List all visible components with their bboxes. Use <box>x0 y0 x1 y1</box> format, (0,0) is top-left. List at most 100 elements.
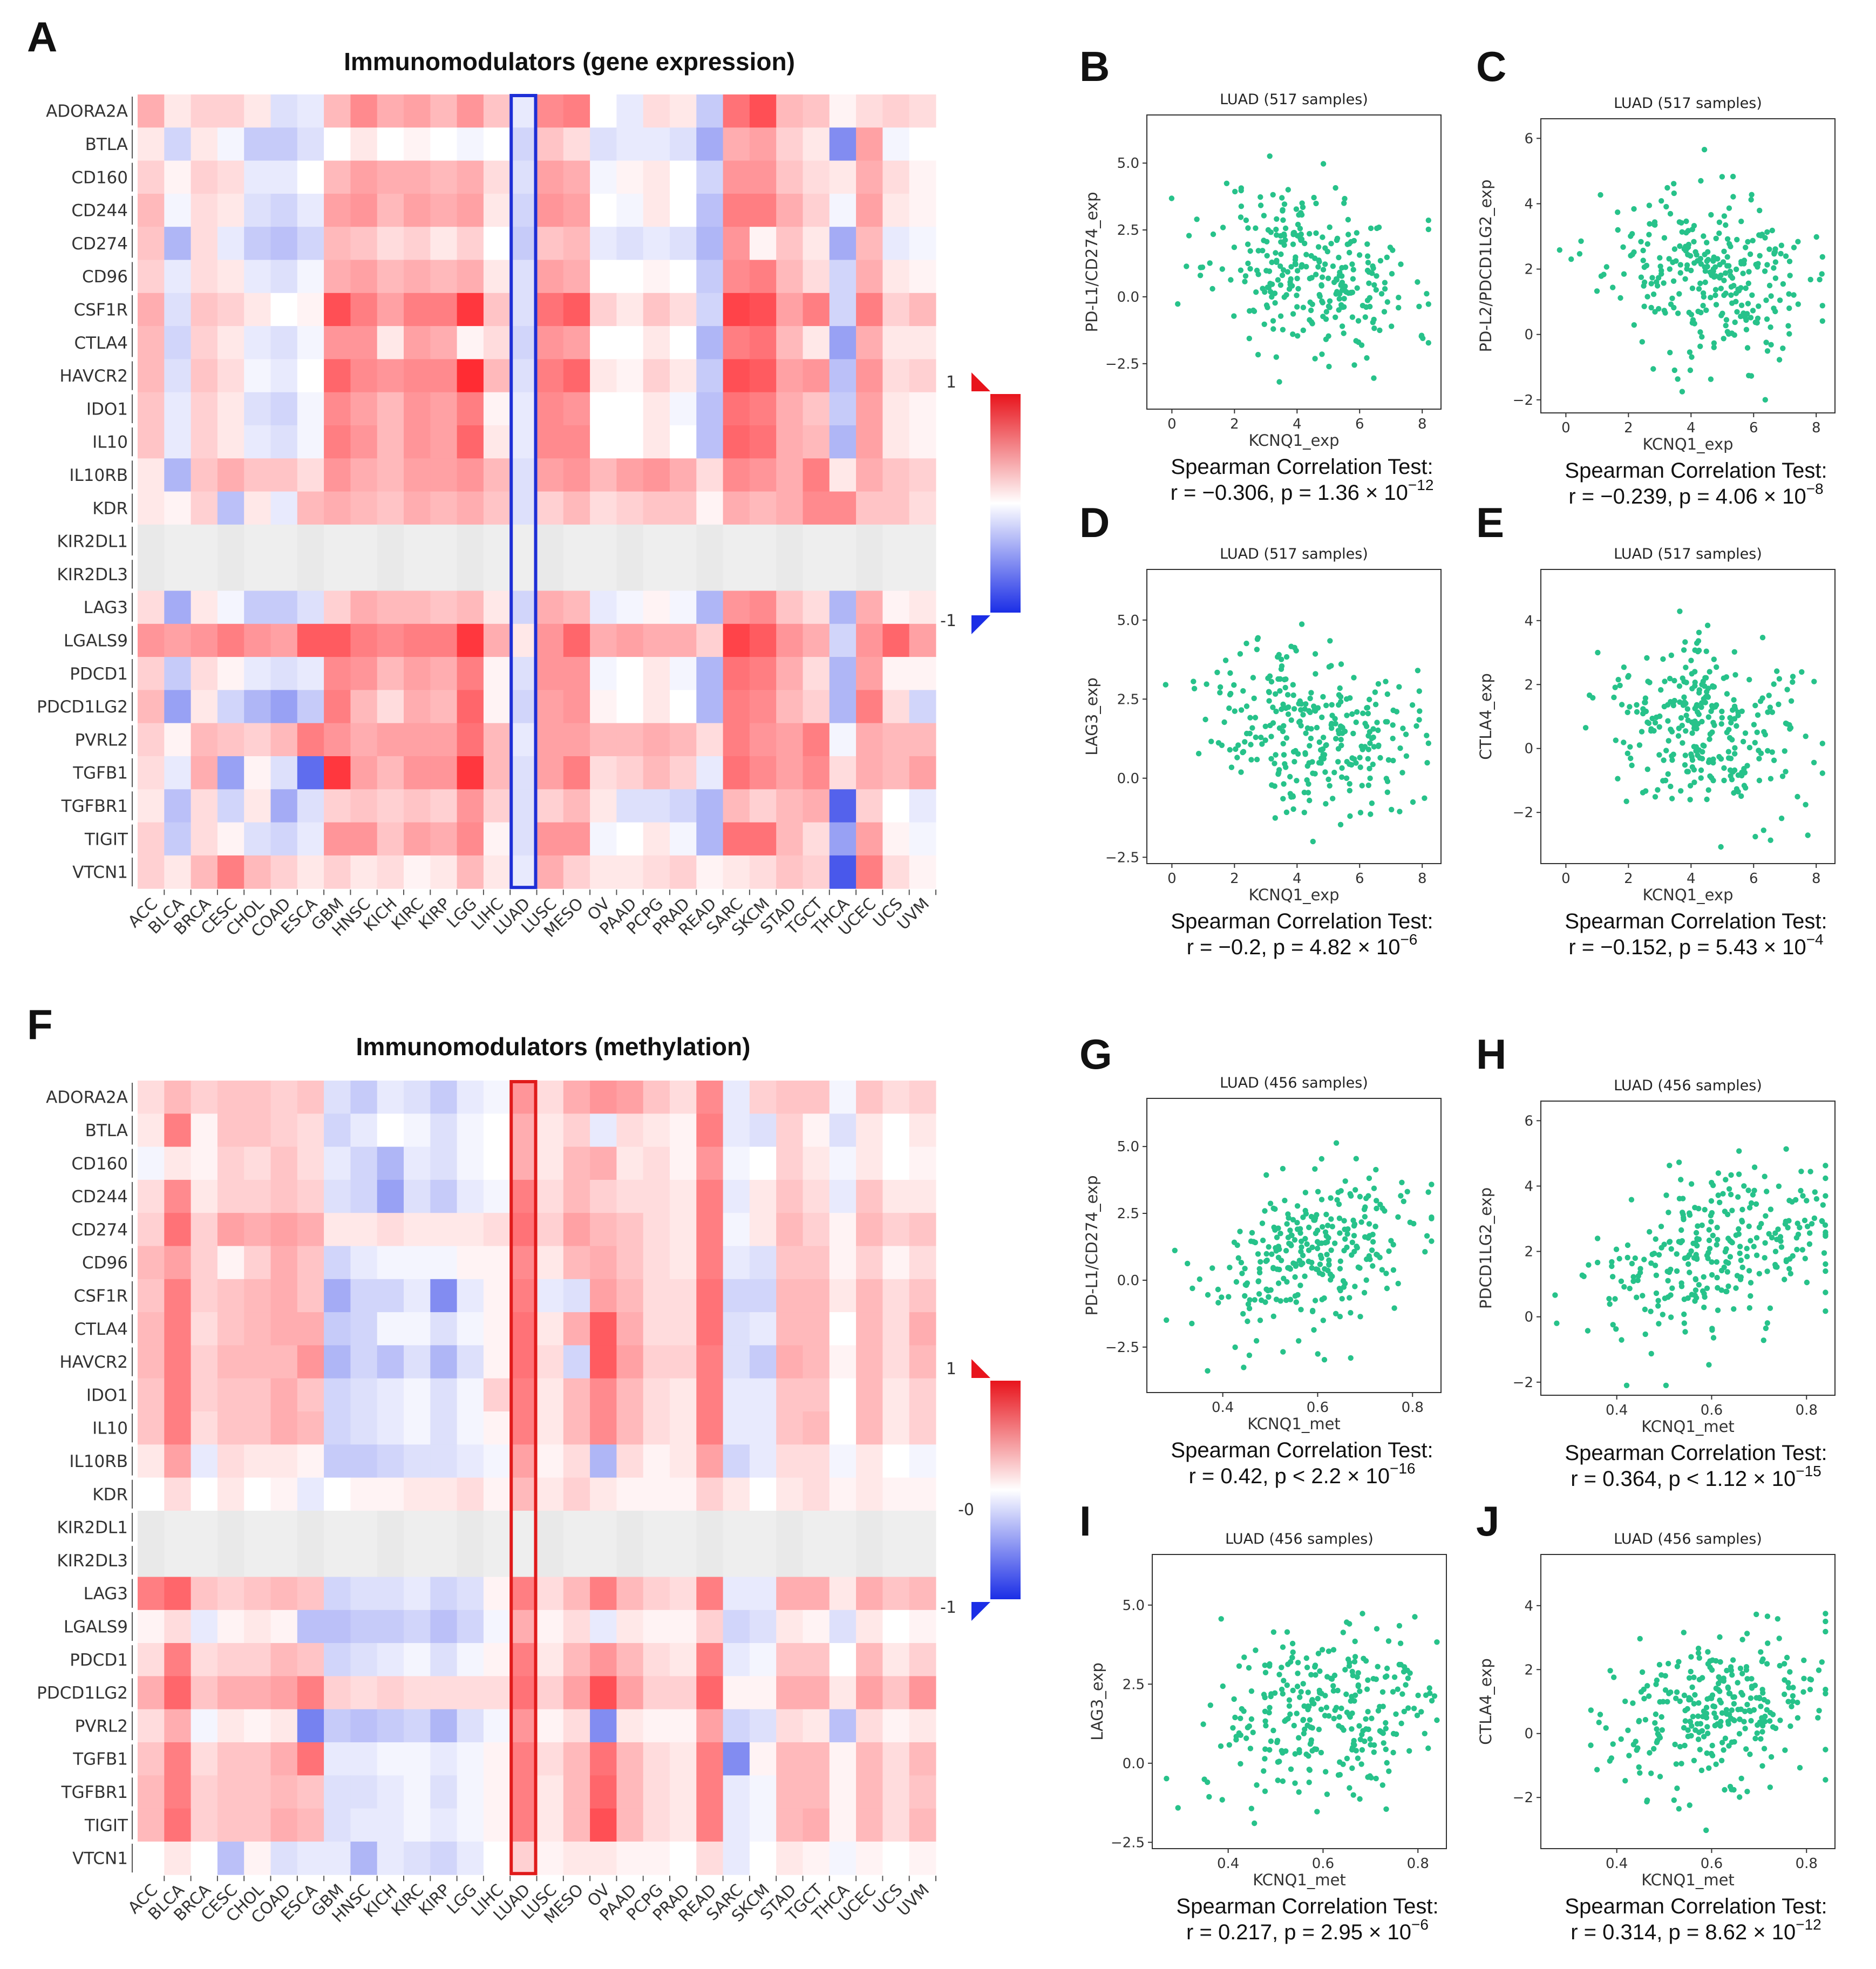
heatmap-f-cell <box>590 1081 617 1114</box>
scatter-e-point <box>1684 706 1690 712</box>
scatter-d-point <box>1394 709 1400 715</box>
heatmap-a-cell <box>670 127 697 161</box>
heatmap-f-cell <box>270 1610 298 1644</box>
scatter-b-point <box>1351 362 1357 368</box>
heatmap-a-cell <box>590 855 617 889</box>
scatter-d-point <box>1377 755 1383 761</box>
heatmap-f-cell <box>749 1411 777 1445</box>
heatmap-f-cell <box>616 1610 644 1644</box>
scatter-h-point <box>1612 1296 1618 1302</box>
heatmap-a-cell <box>643 524 670 558</box>
heatmap-f-cell <box>829 1544 857 1577</box>
scatter-b-point <box>1339 323 1345 329</box>
scatter-j-point <box>1673 1761 1679 1767</box>
scatter-e-point <box>1652 719 1659 726</box>
heatmap-a-cell <box>563 558 590 591</box>
heatmap-a-cell <box>297 524 324 558</box>
scatter-h-point <box>1669 1285 1675 1291</box>
scatter-g-point <box>1322 1240 1328 1246</box>
heatmap-f-highlight-luad <box>509 1080 538 1876</box>
scatter-j-point <box>1588 1742 1594 1748</box>
heatmap-f-cell <box>191 1081 218 1114</box>
scatter-c-point <box>1738 219 1744 225</box>
heatmap-f-cell <box>164 1081 192 1114</box>
heatmap-a-cell <box>377 690 404 724</box>
scatter-h-point <box>1733 1232 1739 1238</box>
heatmap-f-cell <box>297 1246 324 1280</box>
heatmap-f-cell <box>723 1411 750 1445</box>
heatmap-f-cell <box>696 1510 724 1544</box>
heatmap-f-cell <box>696 1179 724 1213</box>
heatmap-a-cell <box>430 756 458 790</box>
colorbar-f-mid: -0 <box>958 1500 974 1519</box>
scatter-h-point <box>1693 1230 1700 1236</box>
scatter-e-ytick-label: −2 <box>1513 805 1533 821</box>
scatter-i-point <box>1295 1660 1301 1666</box>
scatter-c-point <box>1638 274 1644 280</box>
heatmap-a-cell <box>244 160 271 194</box>
scatter-e-point <box>1687 783 1694 789</box>
colorbar-a-bottom-arrow <box>971 615 990 634</box>
scatter-i-point <box>1267 1663 1273 1669</box>
scatter-g-point <box>1386 1248 1392 1254</box>
heatmap-f-cell <box>510 1577 537 1611</box>
heatmap-f-cell <box>909 1841 936 1875</box>
heatmap-a-cell <box>590 160 617 194</box>
heatmap-a-cell <box>217 425 244 459</box>
heatmap-a-cell <box>856 326 883 359</box>
heatmap-a-cell <box>616 822 644 856</box>
scatter-h-point <box>1822 1222 1829 1228</box>
heatmap-a-cell <box>856 127 883 161</box>
scatter-b-point <box>1279 195 1285 201</box>
scatter-d-point <box>1338 661 1344 667</box>
heatmap-f-cell <box>217 1808 244 1842</box>
scatter-i-point <box>1286 1697 1293 1703</box>
scatter-c-point <box>1734 236 1740 243</box>
scatter-g-point <box>1292 1274 1298 1280</box>
scatter-g-point <box>1304 1241 1310 1247</box>
heatmap-f-cell <box>404 1179 431 1213</box>
heatmap-f-row-label: HAVCR2 <box>59 1353 128 1372</box>
heatmap-a-cell <box>404 94 431 128</box>
scatter-g-point <box>1344 1231 1350 1237</box>
heatmap-a-cell <box>670 822 697 856</box>
heatmap-f-cell <box>510 1477 537 1511</box>
scatter-i-xlabel: KCNQ1_met <box>1253 1871 1346 1889</box>
scatter-c-point <box>1698 261 1704 267</box>
heatmap-a-cell <box>377 623 404 657</box>
scatter-d-point <box>1277 688 1283 694</box>
scatter-e-point <box>1660 778 1666 784</box>
scatter-c-point <box>1701 233 1707 239</box>
scatter-b-point <box>1247 248 1253 254</box>
scatter-j-point <box>1758 1703 1764 1709</box>
scatter-e-point <box>1752 833 1758 840</box>
scatter-j-point <box>1816 1708 1822 1714</box>
scatter-d-point <box>1281 781 1287 787</box>
scatter-j-point <box>1724 1667 1730 1674</box>
scatter-c-point <box>1650 291 1657 297</box>
scatter-j-point <box>1784 1654 1790 1661</box>
heatmap-f-cell <box>643 1213 670 1246</box>
scatter-h-point <box>1693 1252 1699 1258</box>
heatmap-f-cell <box>377 1213 404 1246</box>
scatter-d-title: LUAD (517 samples) <box>1220 546 1368 562</box>
heatmap-f-row-label: KIR2DL1 <box>57 1518 128 1538</box>
heatmap-a-cell <box>829 690 857 724</box>
heatmap-a-cell <box>590 227 617 260</box>
scatter-e-point <box>1615 776 1621 782</box>
heatmap-f-cell <box>723 1510 750 1544</box>
scatter-b-point <box>1349 314 1356 320</box>
heatmap-f-cell <box>164 1544 192 1577</box>
scatter-b-point <box>1328 241 1334 247</box>
heatmap-f-cell <box>723 1113 750 1148</box>
scatter-i-point <box>1300 1717 1306 1723</box>
scatter-e-point <box>1759 635 1766 641</box>
scatter-i-point <box>1288 1659 1294 1665</box>
heatmap-f-cell <box>457 1477 484 1511</box>
scatter-e-point <box>1693 748 1699 754</box>
scatter-g-point <box>1379 1267 1385 1273</box>
heatmap-a-cell <box>776 491 803 525</box>
heatmap-f-cell <box>404 1808 431 1842</box>
scatter-i: I LUAD (456 samples)0.4 0.6 0.8−2.50.02.55.… <box>1079 1497 1447 1944</box>
scatter-i-point <box>1374 1626 1380 1632</box>
